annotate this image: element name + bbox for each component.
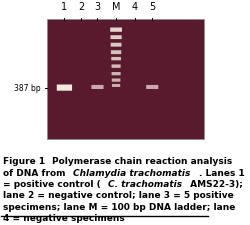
- FancyBboxPatch shape: [112, 85, 120, 88]
- Text: Polymerase chain reaction analysis: Polymerase chain reaction analysis: [52, 157, 232, 166]
- Text: . Lanes 1: . Lanes 1: [199, 168, 244, 177]
- Text: lane 2 = negative control; lane 3 = 5 positive: lane 2 = negative control; lane 3 = 5 po…: [4, 191, 234, 200]
- Text: C. trachomatis: C. trachomatis: [108, 179, 182, 188]
- FancyBboxPatch shape: [111, 51, 121, 55]
- Text: 1: 1: [61, 2, 68, 12]
- Text: 4: 4: [132, 2, 138, 12]
- Text: specimens; lane M = 100 bp DNA ladder; lane: specimens; lane M = 100 bp DNA ladder; l…: [4, 202, 236, 211]
- FancyBboxPatch shape: [110, 36, 122, 40]
- FancyBboxPatch shape: [92, 86, 104, 90]
- FancyBboxPatch shape: [112, 73, 121, 76]
- FancyBboxPatch shape: [110, 28, 122, 33]
- FancyBboxPatch shape: [112, 79, 120, 82]
- FancyBboxPatch shape: [57, 85, 72, 91]
- Text: Chlamydia trachomatis: Chlamydia trachomatis: [74, 168, 191, 177]
- Text: 2: 2: [78, 2, 84, 12]
- Text: of DNA from: of DNA from: [4, 168, 69, 177]
- Text: 387 bp: 387 bp: [14, 84, 41, 93]
- Text: M: M: [112, 2, 120, 12]
- Text: Figure 1: Figure 1: [4, 157, 49, 166]
- Text: 3: 3: [94, 2, 100, 12]
- FancyBboxPatch shape: [111, 58, 121, 61]
- Text: AMS22-3);: AMS22-3);: [187, 179, 243, 188]
- Text: = positive control (: = positive control (: [4, 179, 101, 188]
- FancyBboxPatch shape: [112, 65, 121, 69]
- Text: 5: 5: [149, 2, 156, 12]
- FancyBboxPatch shape: [111, 44, 122, 47]
- Bar: [47, 20, 204, 140]
- Text: 4 = negative specimens: 4 = negative specimens: [4, 213, 125, 222]
- FancyBboxPatch shape: [146, 86, 158, 90]
